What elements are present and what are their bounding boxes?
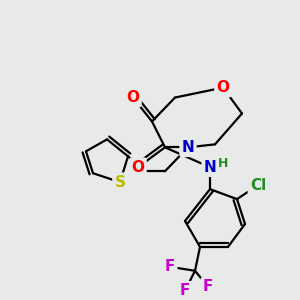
Text: Cl: Cl	[250, 178, 266, 193]
Text: F: F	[180, 283, 190, 298]
Text: N: N	[204, 160, 216, 175]
Text: O: O	[131, 160, 145, 175]
Text: S: S	[115, 175, 125, 190]
Text: N: N	[182, 140, 194, 155]
Text: H: H	[218, 157, 228, 170]
Text: O: O	[127, 90, 140, 105]
Text: F: F	[203, 279, 213, 294]
Text: O: O	[217, 80, 230, 95]
Text: F: F	[165, 259, 175, 274]
